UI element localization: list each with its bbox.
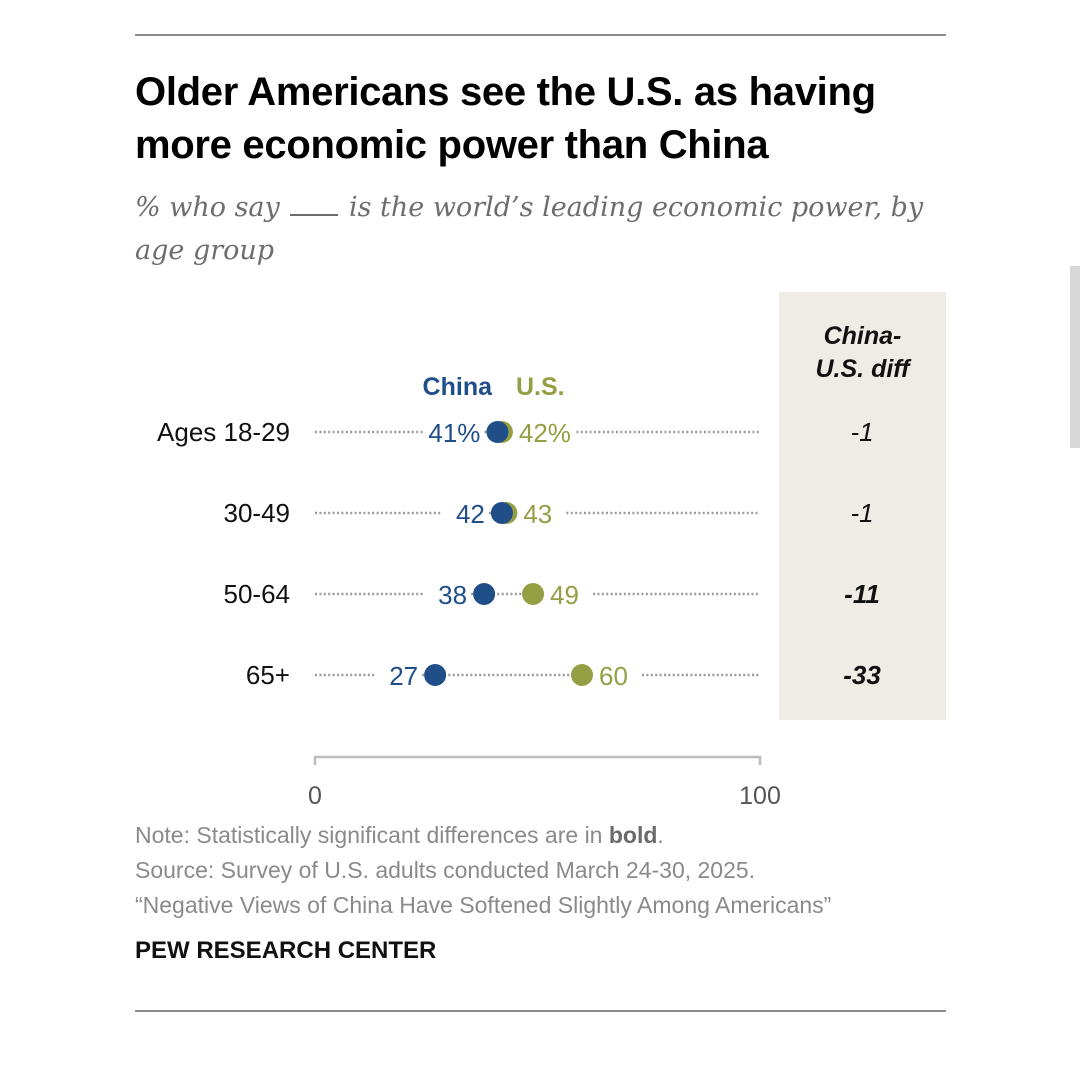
diff-value: -1: [850, 417, 873, 447]
note-text: Note: Statistically significant differen…: [135, 818, 831, 853]
note-suffix: .: [657, 822, 664, 848]
chart-subtitle: % who say is the world’s leading economi…: [135, 186, 955, 272]
diff-header-line2: U.S. diff: [815, 355, 910, 383]
diff-value: -33: [843, 660, 881, 690]
bottom-rule: [135, 1010, 946, 1012]
x-axis-line: [313, 755, 762, 765]
subtitle-after: is the world’s leading economic power, b…: [135, 192, 924, 266]
diff-column: China- U.S. diff: [779, 292, 946, 720]
value-label-china: 38: [438, 580, 467, 610]
dot-china: [490, 502, 513, 524]
dot-china: [486, 421, 509, 443]
dot-us: [571, 664, 593, 686]
dot-china: [473, 583, 496, 605]
value-label-us: 43: [523, 499, 552, 529]
diff-value: -1: [850, 498, 873, 528]
x-tick-label: 100: [739, 782, 781, 810]
diff-header-line1: China-: [823, 322, 902, 350]
top-rule: [135, 34, 946, 36]
diff-column-header: China- U.S. diff: [779, 320, 946, 386]
legend-china: China: [423, 373, 494, 401]
note-bold: bold: [608, 822, 658, 848]
dot-us: [522, 583, 545, 605]
x-tick-label: 0: [308, 782, 322, 810]
chart-footer: Note: Statistically significant differen…: [135, 818, 831, 923]
source-text: Source: Survey of U.S. adults conducted …: [135, 857, 756, 883]
category-label: 30-49: [224, 498, 291, 528]
report-title: “Negative Views of China Have Softened S…: [135, 892, 832, 918]
diff-value: -11: [844, 579, 880, 609]
value-label-china: 41%: [428, 418, 480, 448]
chart-title: Older Americans see the U.S. as having m…: [135, 70, 876, 167]
value-label-us: 60: [599, 661, 628, 691]
subtitle-blank: [290, 214, 339, 216]
category-label: 50-64: [224, 579, 291, 609]
subtitle-before: % who say: [135, 192, 280, 223]
scrollbar[interactable]: [1070, 266, 1080, 448]
note-prefix: Note: Statistically significant differen…: [135, 822, 609, 848]
value-label-china: 42: [456, 499, 485, 529]
category-label: 65+: [246, 660, 290, 690]
legend-us: U.S.: [516, 373, 565, 401]
dot-china: [424, 664, 447, 686]
value-label-us: 42%: [519, 418, 571, 448]
pew-brand-logo: PEW RESEARCH CENTER: [135, 937, 437, 964]
value-label-us: 49: [550, 580, 579, 610]
category-label: Ages 18-29: [157, 417, 290, 447]
value-label-china: 27: [389, 661, 418, 691]
